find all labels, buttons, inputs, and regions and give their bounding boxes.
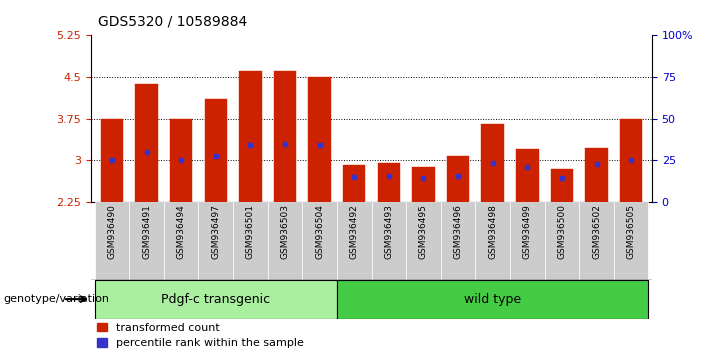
Bar	[406, 202, 441, 280]
Text: GSM936496: GSM936496	[454, 204, 463, 259]
Bar	[170, 119, 192, 202]
Bar	[135, 84, 158, 202]
Text: GSM936493: GSM936493	[384, 204, 393, 259]
Text: GSM936501: GSM936501	[246, 204, 255, 259]
Bar	[510, 202, 545, 280]
Bar	[205, 99, 227, 202]
Text: GSM936491: GSM936491	[142, 204, 151, 259]
Bar	[101, 119, 123, 202]
Bar	[412, 167, 435, 202]
Text: GSM936498: GSM936498	[488, 204, 497, 259]
Bar	[614, 202, 648, 280]
Bar	[343, 165, 365, 202]
Text: GSM936504: GSM936504	[315, 204, 324, 259]
Bar	[233, 202, 268, 280]
Bar	[164, 202, 198, 280]
Bar	[475, 202, 510, 280]
Bar	[585, 148, 608, 202]
Text: GSM936492: GSM936492	[350, 204, 359, 259]
Bar	[337, 280, 648, 319]
Bar	[372, 202, 406, 280]
Bar	[95, 202, 129, 280]
Bar	[95, 280, 337, 319]
Text: GSM936503: GSM936503	[280, 204, 290, 259]
Text: GSM936505: GSM936505	[627, 204, 636, 259]
Bar	[239, 72, 261, 202]
Text: GDS5320 / 10589884: GDS5320 / 10589884	[98, 14, 247, 28]
Legend: transformed count, percentile rank within the sample: transformed count, percentile rank withi…	[97, 322, 304, 348]
Bar	[447, 156, 470, 202]
Bar	[516, 149, 538, 202]
Text: GSM936494: GSM936494	[177, 204, 186, 259]
Bar	[441, 202, 475, 280]
Bar	[551, 169, 573, 202]
Bar	[620, 119, 642, 202]
Bar	[198, 202, 233, 280]
Bar	[337, 202, 372, 280]
Text: GSM936497: GSM936497	[211, 204, 220, 259]
Text: Pdgf-c transgenic: Pdgf-c transgenic	[161, 293, 271, 306]
Bar	[545, 202, 579, 280]
Bar	[273, 72, 297, 202]
Bar	[129, 202, 164, 280]
Bar	[482, 124, 504, 202]
Text: wild type: wild type	[464, 293, 522, 306]
Text: GSM936500: GSM936500	[557, 204, 566, 259]
Bar	[378, 163, 400, 202]
Text: GSM936499: GSM936499	[523, 204, 532, 259]
Text: GSM936490: GSM936490	[107, 204, 116, 259]
Bar	[268, 202, 302, 280]
Text: GSM936495: GSM936495	[419, 204, 428, 259]
Text: GSM936502: GSM936502	[592, 204, 601, 259]
Bar	[579, 202, 614, 280]
Text: genotype/variation: genotype/variation	[4, 294, 109, 304]
Bar	[302, 202, 337, 280]
Bar	[308, 77, 331, 202]
